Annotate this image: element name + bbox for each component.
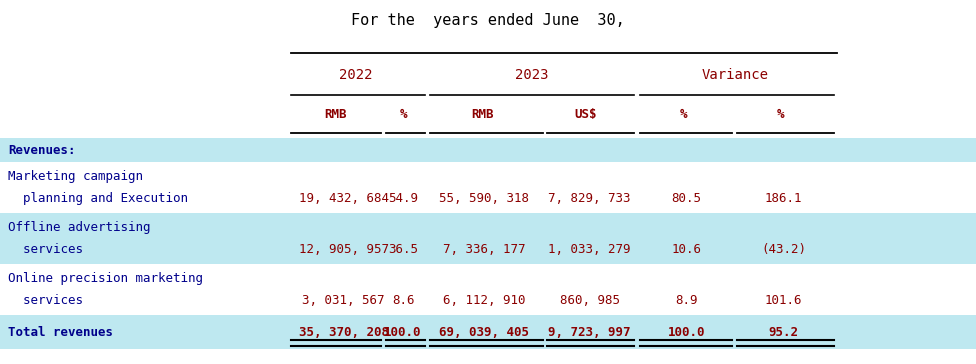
- Text: 100.0: 100.0: [668, 326, 705, 339]
- Text: 54.9: 54.9: [388, 192, 418, 205]
- Text: 860, 985: 860, 985: [559, 294, 620, 307]
- Text: 2023: 2023: [515, 68, 549, 82]
- Text: 7, 336, 177: 7, 336, 177: [443, 243, 525, 256]
- Text: 100.0: 100.0: [385, 326, 422, 339]
- Bar: [0, 213, 976, 264]
- Text: 186.1: 186.1: [765, 192, 802, 205]
- Text: 69, 039, 405: 69, 039, 405: [439, 326, 529, 339]
- Text: 8.6: 8.6: [391, 294, 415, 307]
- Text: Marketing campaign: Marketing campaign: [8, 170, 142, 183]
- Text: Offline advertising: Offline advertising: [8, 221, 150, 234]
- Bar: [0, 138, 976, 162]
- Text: 6, 112, 910: 6, 112, 910: [443, 294, 525, 307]
- Text: services: services: [8, 294, 83, 307]
- Text: 19, 432, 684: 19, 432, 684: [299, 192, 388, 205]
- Text: %: %: [399, 108, 407, 121]
- Text: For the  years ended June  30,: For the years ended June 30,: [351, 12, 625, 28]
- Text: %: %: [679, 108, 687, 121]
- Text: 95.2: 95.2: [769, 326, 798, 339]
- Text: services: services: [8, 243, 83, 256]
- Text: RMB: RMB: [324, 108, 347, 121]
- Text: 1, 033, 279: 1, 033, 279: [549, 243, 630, 256]
- Text: (43.2): (43.2): [761, 243, 806, 256]
- Text: 9, 723, 997: 9, 723, 997: [549, 326, 630, 339]
- Text: RMB: RMB: [470, 108, 494, 121]
- Text: %: %: [777, 108, 785, 121]
- Text: 3, 031, 567: 3, 031, 567: [303, 294, 385, 307]
- Text: 8.9: 8.9: [674, 294, 698, 307]
- Text: Revenues:: Revenues:: [8, 144, 75, 157]
- Text: 101.6: 101.6: [765, 294, 802, 307]
- Bar: [0, 315, 976, 349]
- Text: Total revenues: Total revenues: [8, 326, 113, 339]
- Text: 55, 590, 318: 55, 590, 318: [439, 192, 529, 205]
- Text: planning and Execution: planning and Execution: [8, 192, 187, 205]
- Text: 35, 370, 208: 35, 370, 208: [299, 326, 388, 339]
- Text: Online precision marketing: Online precision marketing: [8, 272, 203, 285]
- Text: 10.6: 10.6: [671, 243, 701, 256]
- Text: 36.5: 36.5: [388, 243, 418, 256]
- Text: 7, 829, 733: 7, 829, 733: [549, 192, 630, 205]
- Text: Variance: Variance: [702, 68, 768, 82]
- Text: 12, 905, 957: 12, 905, 957: [299, 243, 388, 256]
- Text: 80.5: 80.5: [671, 192, 701, 205]
- Text: US$: US$: [574, 108, 597, 121]
- Text: 2022: 2022: [340, 68, 373, 82]
